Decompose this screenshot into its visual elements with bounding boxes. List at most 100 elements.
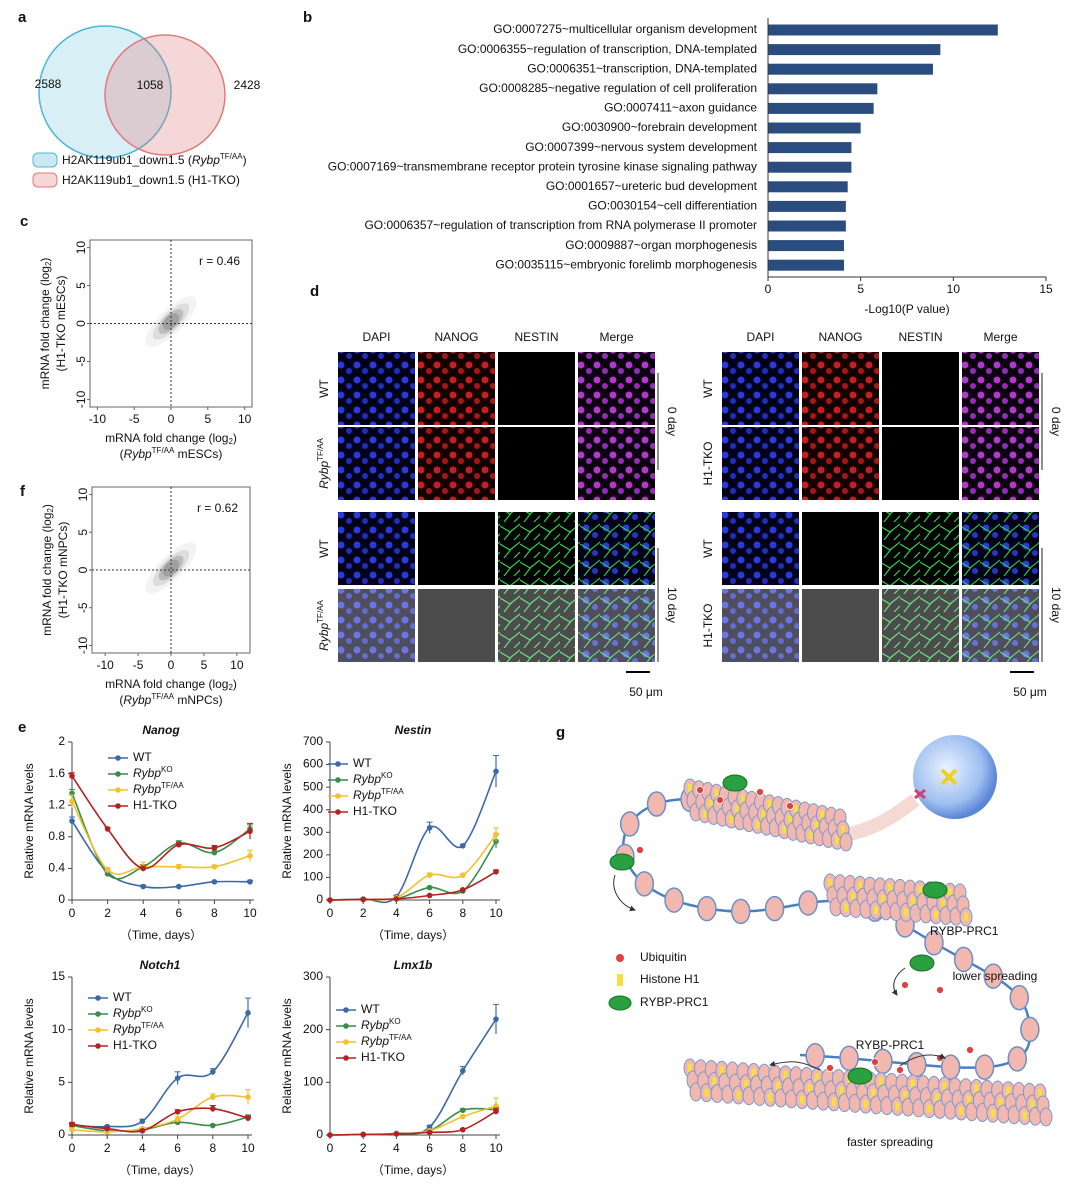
histone-h1 <box>904 908 908 917</box>
legend-label: H1-TKO <box>353 804 397 818</box>
micrograph <box>722 512 799 585</box>
category-label: GO:0030900~forebrain development <box>562 120 758 134</box>
point <box>210 1094 216 1100</box>
diagram-label: faster spreading <box>847 1135 933 1149</box>
point <box>426 1129 433 1136</box>
y-tick-label: 2 <box>58 734 65 748</box>
histone-h1 <box>863 1100 868 1109</box>
histone-h1 <box>702 809 707 818</box>
point <box>393 1131 400 1137</box>
point <box>211 849 218 856</box>
point <box>460 1113 466 1120</box>
category-label: GO:0007399~nervous system development <box>525 140 757 154</box>
nucleosome <box>619 811 640 837</box>
point <box>176 864 182 870</box>
nucleosome <box>1039 1107 1053 1127</box>
point <box>245 1010 251 1016</box>
legend-label: WT <box>133 750 152 764</box>
channel-label: DAPI <box>362 330 390 344</box>
micrograph <box>338 427 415 500</box>
x-tick-label: -10 <box>96 658 114 672</box>
micrograph <box>418 512 495 585</box>
histone-h1 <box>910 1079 915 1088</box>
micrograph <box>338 352 415 425</box>
nucleosome <box>906 1051 927 1078</box>
legend-label: H1-TKO <box>133 798 177 812</box>
histone-h1 <box>858 881 862 890</box>
histone-h1 <box>831 1097 836 1106</box>
channel-label: DAPI <box>746 330 774 344</box>
x-tick-label: 5 <box>201 658 208 672</box>
point <box>493 1103 499 1109</box>
bar <box>768 24 998 36</box>
text-part: TF/AA <box>316 599 325 622</box>
chart-title: Lmx1b <box>394 958 433 972</box>
histone-h1 <box>714 789 719 798</box>
legend-label: RybpTF/AA <box>361 1033 412 1048</box>
point <box>460 1107 466 1114</box>
point <box>104 1125 110 1132</box>
legend-marker <box>115 787 121 793</box>
histone-h1 <box>941 899 945 908</box>
series-line <box>329 1105 497 1136</box>
y-axis-label: mRNA fold change (log2) <box>38 258 53 390</box>
row-label: RybpTF/AA <box>316 599 331 650</box>
text-part: H2AK119ub1_down1.5 ( <box>62 153 192 167</box>
y-axis-label: Relative mRNA levels <box>22 998 36 1113</box>
nucleosome <box>697 895 717 922</box>
legend-marker <box>95 1011 101 1017</box>
point <box>69 773 75 779</box>
x-axis-label: mRNA fold change (log2) <box>105 431 237 446</box>
histone-h1 <box>911 897 915 906</box>
histone-h1 <box>729 815 734 824</box>
point <box>245 1115 251 1121</box>
text-part: Rybp <box>133 766 161 780</box>
x-tick-label: 10 <box>230 658 244 672</box>
histone-h1 <box>768 1093 773 1102</box>
legend-marker <box>95 1043 101 1049</box>
bar <box>768 83 878 95</box>
histone-h1 <box>782 825 787 834</box>
histone-h1 <box>974 1084 979 1093</box>
x-axis-label: (RybpTF/AA mESCs) <box>120 446 223 461</box>
legend-label: RybpKO <box>361 1017 401 1032</box>
point <box>174 1116 181 1122</box>
text-part: ) <box>233 677 237 691</box>
point <box>140 883 146 890</box>
point <box>426 892 433 899</box>
text-part: mRNA fold change (log <box>105 431 228 445</box>
legend-label: RybpKO <box>113 1005 153 1020</box>
x-tick-label: 0 <box>168 658 175 672</box>
point <box>247 879 253 885</box>
legend-marker <box>115 803 121 809</box>
histone-h1 <box>934 1093 939 1102</box>
channel-label: NESTIN <box>514 330 558 344</box>
nucleosome <box>805 1043 825 1069</box>
point <box>139 1118 146 1125</box>
y-tick-label: 500 <box>303 779 323 793</box>
series-line <box>71 800 251 875</box>
histone-h1 <box>712 1077 717 1086</box>
text-part: ) <box>40 504 54 508</box>
micrograph <box>418 589 495 662</box>
ubiquitin <box>696 786 704 794</box>
nucleus <box>913 735 997 819</box>
venn-count: 2428 <box>234 78 261 92</box>
panel-label: d <box>310 283 319 300</box>
x-tick-label: 2 <box>360 906 367 920</box>
micrograph <box>882 427 959 500</box>
series-line <box>329 840 497 901</box>
x-tick-label: -10 <box>89 412 107 426</box>
x-tick-label: 10 <box>489 1141 503 1155</box>
category-label: GO:0007275~multicellular organism develo… <box>493 22 757 36</box>
y-tick-label: 100 <box>303 1075 323 1089</box>
x-axis-label: （Time, days） <box>372 928 454 942</box>
legend-rybp <box>608 995 632 1011</box>
histone-h1 <box>948 888 952 897</box>
x-tick-label: 0 <box>327 906 334 920</box>
category-label: GO:0008285~negative regulation of cell p… <box>479 81 757 95</box>
y-tick-label: 0.8 <box>48 829 65 843</box>
histone-h1 <box>918 885 922 894</box>
series-line <box>71 1094 249 1133</box>
